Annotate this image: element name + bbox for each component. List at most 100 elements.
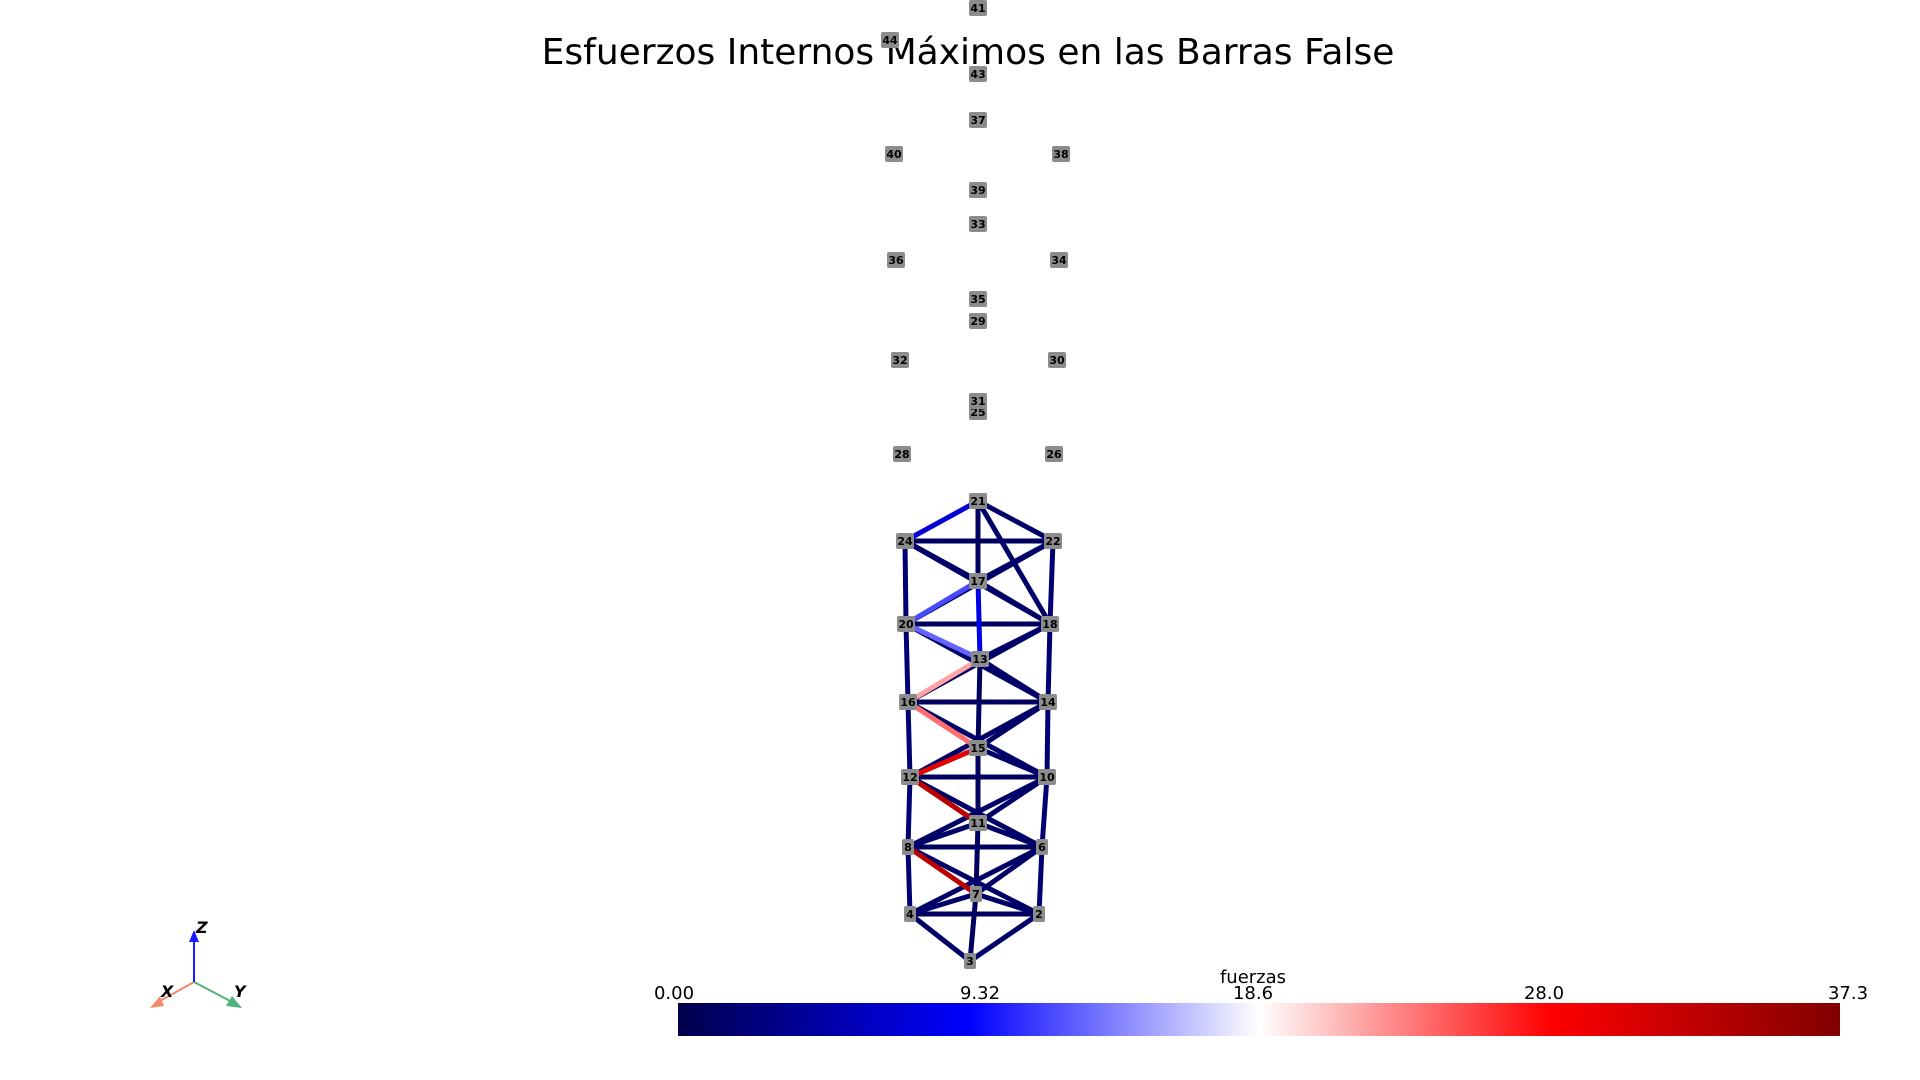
truss-bar-11-10 — [975, 774, 1050, 826]
truss-bar-10-14 — [1044, 699, 1051, 780]
node-label-text: 20 — [898, 618, 914, 631]
truss-bar-12-11 — [907, 774, 981, 826]
colorbar-tick-1: 9.32 — [960, 983, 1000, 1004]
node-label-box — [1044, 533, 1062, 549]
node-label-text: 16 — [900, 696, 916, 709]
node-label-22: 22 — [1044, 533, 1062, 549]
truss-bar-16-20 — [903, 621, 911, 705]
node-label-box — [885, 146, 903, 162]
node-label-text: 28 — [894, 448, 909, 461]
y-axis-line — [193, 981, 233, 1003]
node-label-text: 33 — [970, 218, 985, 231]
node-label-32: 32 — [891, 352, 909, 368]
node-label-text: 12 — [902, 771, 917, 784]
truss-bar-3-7 — [967, 891, 979, 964]
node-label-7: 7 — [970, 886, 982, 902]
colorbar-tick-2: 18.6 — [1233, 983, 1273, 1004]
node-label-box — [969, 182, 987, 198]
node-labels: 2346781011121314151617182021222425262829… — [881, 0, 1070, 969]
node-label-text: 11 — [970, 817, 985, 830]
node-label-box — [901, 769, 919, 785]
x-axis-line — [157, 981, 195, 1003]
colorbar-gradient — [678, 1003, 1840, 1036]
node-label-28: 28 — [893, 446, 911, 462]
truss-bar-13-18 — [977, 621, 1053, 662]
node-label-box — [1041, 616, 1059, 632]
node-label-2: 2 — [1033, 906, 1045, 922]
colorbar: fuerzas 0.00 9.32 18.6 28.0 37.3 — [654, 967, 1868, 1036]
node-label-44: 44 — [881, 32, 899, 48]
node-label-29: 29 — [969, 313, 987, 329]
node-label-text: 6 — [1038, 841, 1046, 854]
truss-bar-12-16 — [905, 699, 913, 780]
truss-bar-12-6 — [907, 774, 1045, 850]
node-label-box — [1050, 252, 1068, 268]
truss-bar-20-24 — [902, 538, 909, 627]
node-label-text: 31 — [970, 395, 985, 408]
truss-bar-15-13 — [975, 656, 983, 751]
node-label-box — [969, 740, 987, 756]
node-label-text: 30 — [1049, 354, 1065, 367]
truss-bar-16-13 — [905, 656, 983, 705]
colorbar-tick-4: 37.3 — [1828, 983, 1868, 1004]
node-label-40: 40 — [885, 146, 903, 162]
node-label-text: 10 — [1039, 771, 1055, 784]
node-label-text: 18 — [1042, 618, 1057, 631]
node-label-6: 6 — [1036, 839, 1048, 855]
node-label-box — [1033, 906, 1045, 922]
node-label-26: 26 — [1045, 446, 1063, 462]
node-label-38: 38 — [1052, 146, 1070, 162]
node-label-41: 41 — [969, 0, 987, 16]
truss-bar-8-12 — [905, 774, 913, 850]
node-label-8: 8 — [902, 839, 914, 855]
truss-bar-4-8 — [905, 844, 913, 917]
node-label-text: 13 — [972, 653, 987, 666]
node-label-text: 44 — [882, 34, 898, 47]
truss-bar-16-15 — [905, 699, 981, 751]
truss-bar-24-17 — [902, 538, 981, 584]
node-label-3: 3 — [964, 953, 976, 969]
y-axis-arrow — [226, 996, 242, 1008]
node-label-17: 17 — [969, 573, 987, 589]
node-label-box — [904, 906, 916, 922]
node-label-box — [969, 112, 987, 128]
node-label-43: 43 — [969, 66, 987, 82]
node-label-text: 32 — [892, 354, 907, 367]
node-label-36: 36 — [887, 252, 905, 268]
node-label-box — [887, 252, 905, 268]
node-label-box — [971, 651, 989, 667]
truss-bars — [902, 498, 1056, 964]
node-label-box — [969, 216, 987, 232]
node-label-16: 16 — [899, 694, 917, 710]
truss-bar-15-14 — [975, 699, 1051, 751]
z-axis-label: Z — [195, 918, 208, 937]
node-label-21: 21 — [969, 493, 987, 509]
node-label-box — [969, 493, 987, 509]
truss-bar-7-6 — [973, 844, 1045, 897]
node-label-text: 25 — [970, 406, 985, 419]
node-label-24: 24 — [896, 533, 914, 549]
node-label-37: 37 — [969, 112, 987, 128]
node-label-text: 7 — [972, 888, 980, 901]
node-label-box — [1038, 769, 1056, 785]
colorbar-tick-0: 0.00 — [654, 983, 694, 1004]
truss-bar-18-22 — [1047, 538, 1056, 627]
node-label-35: 35 — [969, 291, 987, 307]
truss-bar-21-22 — [975, 498, 1056, 544]
node-label-box — [969, 291, 987, 307]
node-label-text: 38 — [1053, 148, 1068, 161]
node-label-box — [969, 573, 987, 589]
orientation-axes: X Y Z — [150, 918, 247, 1008]
colorbar-tick-3: 28.0 — [1524, 983, 1564, 1004]
node-label-18: 18 — [1041, 616, 1059, 632]
truss-bar-13-17 — [975, 578, 983, 662]
node-label-text: 39 — [970, 184, 985, 197]
truss-bar-14-18 — [1045, 621, 1053, 705]
node-label-box — [891, 352, 909, 368]
node-label-box — [970, 886, 982, 902]
node-label-box — [1048, 352, 1066, 368]
node-label-12: 12 — [901, 769, 919, 785]
node-label-box — [1052, 146, 1070, 162]
node-label-text: 29 — [970, 315, 985, 328]
